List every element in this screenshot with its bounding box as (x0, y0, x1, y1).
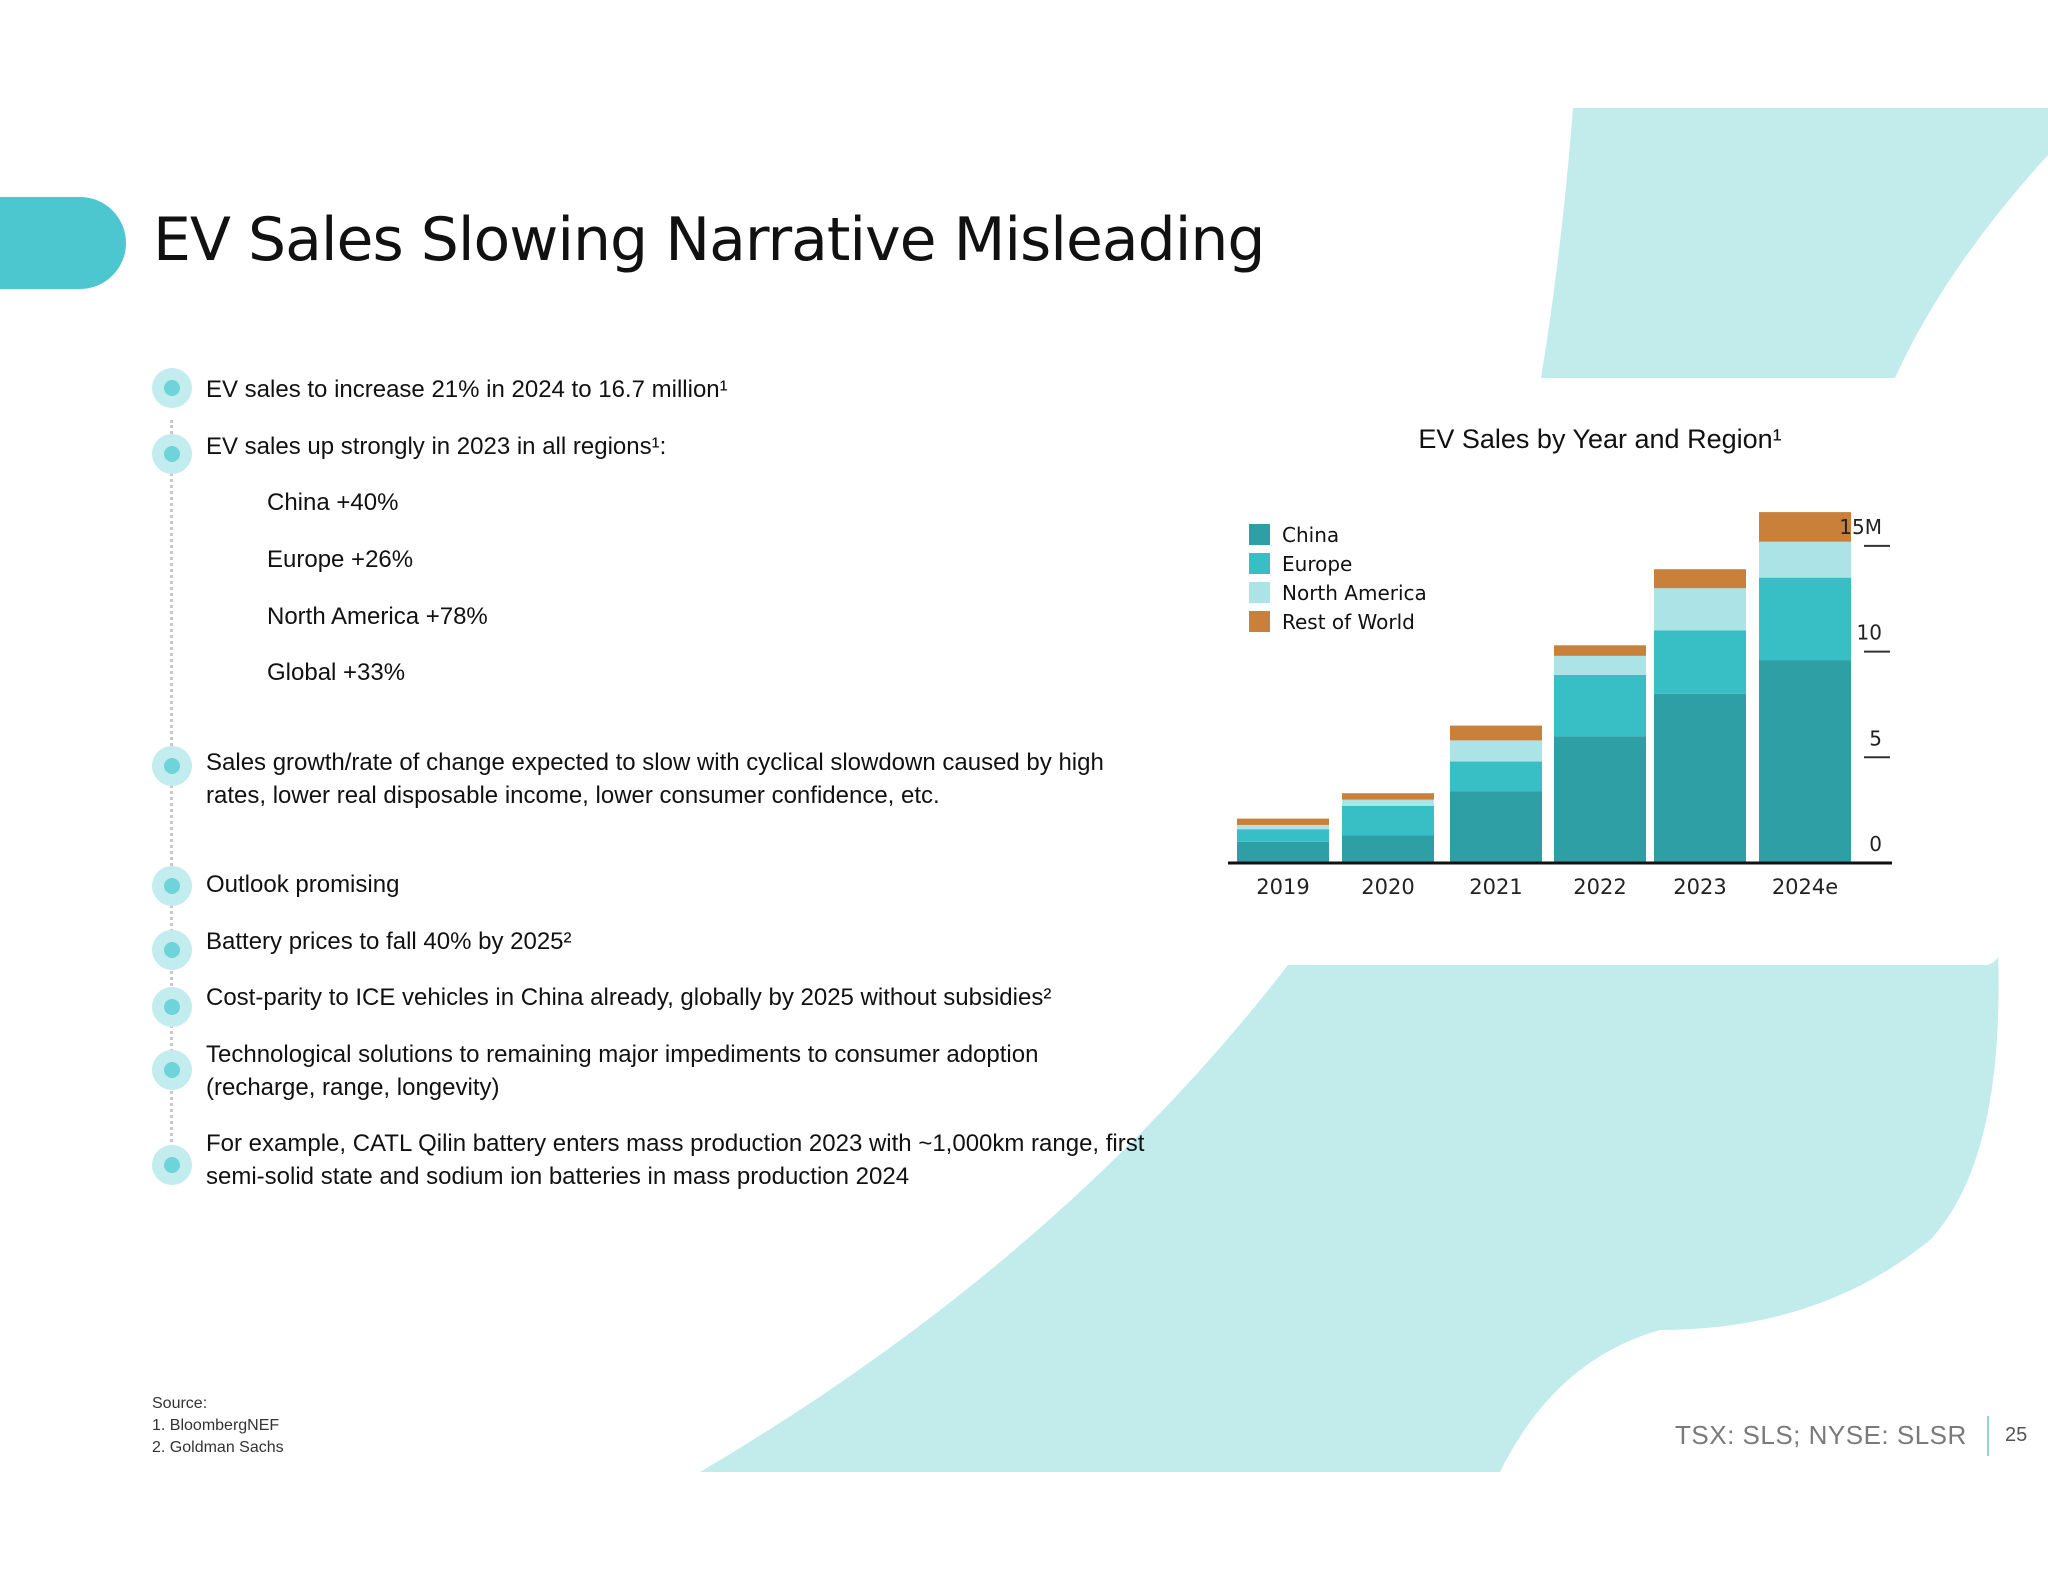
bar-north-america (1554, 655, 1646, 675)
sub-item: North America +78% (267, 603, 488, 630)
bar-rest-of-world (1759, 512, 1851, 542)
bullet-text: Outlook promising (206, 871, 400, 898)
bar-rest-of-world (1654, 569, 1746, 589)
bullet-text: For example, CATL Qilin battery enters m… (206, 1130, 1145, 1157)
bar-north-america (1450, 740, 1542, 762)
bullet-dot (152, 1145, 192, 1185)
bullet-dot (152, 866, 192, 906)
bar-europe (1450, 761, 1542, 792)
bullet-text: Technological solutions to remaining maj… (206, 1041, 1039, 1068)
bg-shape-bottom (700, 952, 1999, 1472)
bar-rest-of-world (1450, 725, 1542, 741)
legend-swatch (1249, 553, 1270, 574)
bullet-text: Battery prices to fall 40% by 2025² (206, 928, 572, 955)
bar-rest-of-world (1342, 793, 1434, 800)
source-item: 2. Goldman Sachs (152, 1439, 284, 1456)
bullet-dot (152, 1050, 192, 1090)
page-title: EV Sales Slowing Narrative Misleading (153, 205, 1265, 275)
x-tick-label: 2021 (1469, 875, 1522, 899)
bullet-dot (152, 987, 192, 1027)
bar-north-america (1342, 799, 1434, 806)
x-tick-label: 2024e (1772, 875, 1838, 899)
title-accent-tab (0, 197, 126, 289)
bg-shape-top (1541, 108, 2048, 378)
bullet-text: rates, lower real disposable income, low… (206, 782, 940, 809)
bullet-text: Cost-parity to ICE vehicles in China alr… (206, 984, 1052, 1011)
bar-europe (1237, 829, 1329, 842)
legend-label: Rest of World (1282, 610, 1415, 634)
bar-china (1654, 693, 1746, 863)
footer-divider (1987, 1416, 1989, 1456)
bullet-dot (152, 930, 192, 970)
timeline-dotted-line (170, 420, 173, 1160)
bullet-text: EV sales to increase 21% in 2024 to 16.7… (206, 376, 728, 403)
ev-sales-chart: 2019 2020 2021 2022 2023 2024e 0 5 10 15M China Eur… (1228, 512, 1892, 899)
bar-china (1450, 791, 1542, 863)
bar-rest-of-world (1554, 645, 1646, 656)
bar-europe (1342, 805, 1434, 836)
legend-swatch (1249, 524, 1270, 545)
bar-europe (1759, 577, 1851, 661)
y-tick-label: 0 (1869, 832, 1882, 856)
y-tick-label: 10 (1857, 621, 1882, 645)
bar-rest-of-world (1237, 818, 1329, 825)
bar-china (1237, 841, 1329, 863)
bullet-text: Sales growth/rate of change expected to … (206, 749, 1104, 776)
x-tick-label: 2022 (1573, 875, 1626, 899)
x-tick-label: 2020 (1361, 875, 1414, 899)
x-tick-label: 2023 (1673, 875, 1726, 899)
sub-item: Europe +26% (267, 546, 414, 573)
chart-title: EV Sales by Year and Region¹ (1418, 424, 1782, 454)
footer-ticker: TSX: SLS; NYSE: SLSR (1675, 1420, 1967, 1450)
source-notes: Source: 1. BloombergNEF 2. Goldman Sachs (152, 1393, 284, 1459)
bar-china (1554, 736, 1646, 863)
page-number: 25 (2005, 1424, 2028, 1446)
legend-swatch (1249, 582, 1270, 603)
bullet-dot (152, 434, 192, 474)
legend-swatch (1249, 611, 1270, 632)
bar-china (1759, 660, 1851, 863)
sub-item: Global +33% (267, 659, 406, 686)
bar-north-america (1654, 588, 1746, 631)
bullet-text: EV sales up strongly in 2023 in all regi… (206, 433, 667, 460)
y-tick-label: 5 (1869, 726, 1882, 750)
bar-north-america (1237, 824, 1329, 830)
legend-label: Europe (1282, 552, 1352, 576)
bullet-dot (152, 746, 192, 786)
bullet-text: (recharge, range, longevity) (206, 1074, 500, 1101)
bar-europe (1554, 674, 1646, 737)
legend-label: China (1282, 523, 1339, 547)
sub-item: China +40% (267, 489, 399, 516)
bar-europe (1654, 630, 1746, 694)
y-tick-label: 15M (1839, 515, 1882, 539)
bullet-dot (152, 368, 192, 408)
legend-label: North America (1282, 581, 1427, 605)
source-label: Source: (152, 1395, 208, 1412)
source-item: 1. BloombergNEF (152, 1417, 280, 1434)
bar-china (1342, 835, 1434, 863)
x-tick-label: 2019 (1256, 875, 1309, 899)
bullet-text: semi-solid state and sodium ion batterie… (206, 1163, 910, 1190)
bar-north-america (1759, 541, 1851, 578)
